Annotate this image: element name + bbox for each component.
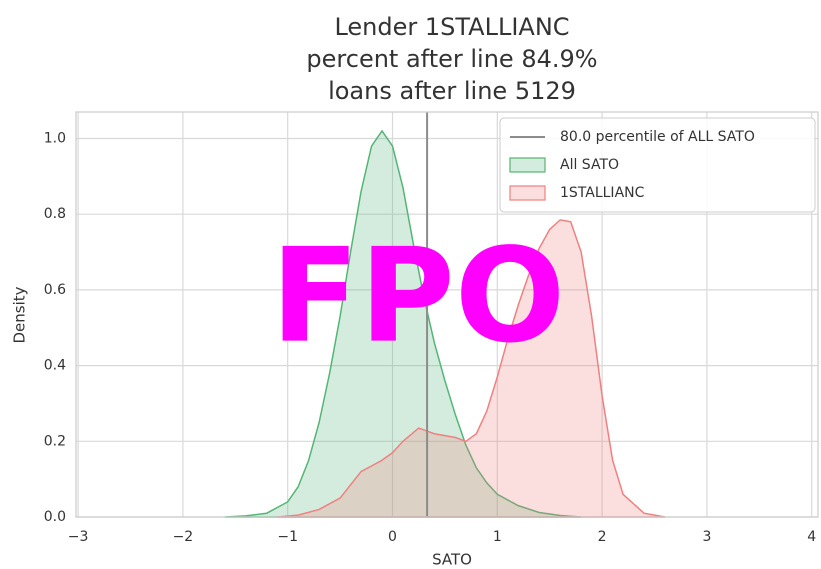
chart-title: percent after line 84.9% [306, 45, 597, 73]
legend-label: 1STALLIANC [560, 185, 645, 201]
chart-title: loans after line 5129 [328, 77, 576, 105]
legend-label: All SATO [560, 157, 619, 173]
legend-swatch [509, 185, 546, 201]
x-tick-label: −2 [173, 529, 194, 545]
legend-box [499, 117, 816, 213]
y-tick-label: 0.0 [44, 509, 66, 525]
plot-frame [75, 111, 819, 518]
y-tick-label: 0.2 [44, 433, 66, 449]
legend-label: 80.0 percentile of ALL SATO [560, 129, 755, 145]
x-tick-label: 0 [388, 529, 397, 545]
legend-swatch [509, 157, 546, 173]
density-area [277, 219, 666, 518]
y-tick-label: 0.6 [44, 282, 66, 298]
y-tick-label: 1.0 [44, 130, 66, 146]
x-tick-label: 4 [807, 529, 816, 545]
chart-title: Lender 1STALLIANC [334, 13, 569, 41]
x-tick-label: 1 [493, 529, 502, 545]
x-tick-label: 2 [598, 529, 607, 545]
y-tick-label: 0.4 [44, 358, 66, 374]
marks [224, 112, 666, 518]
y-axis-label: Density [11, 286, 29, 343]
density-area [224, 129, 582, 518]
x-tick-label: 3 [702, 529, 711, 545]
watermark: FPO [271, 220, 566, 372]
x-tick-label: −3 [68, 529, 89, 545]
legend: 80.0 percentile of ALL SATO All SATO 1STAL… [499, 117, 816, 213]
x-axis-label: SATO [432, 551, 472, 569]
y-tick-label: 0.8 [44, 206, 66, 222]
x-tick-label: −1 [277, 529, 298, 545]
